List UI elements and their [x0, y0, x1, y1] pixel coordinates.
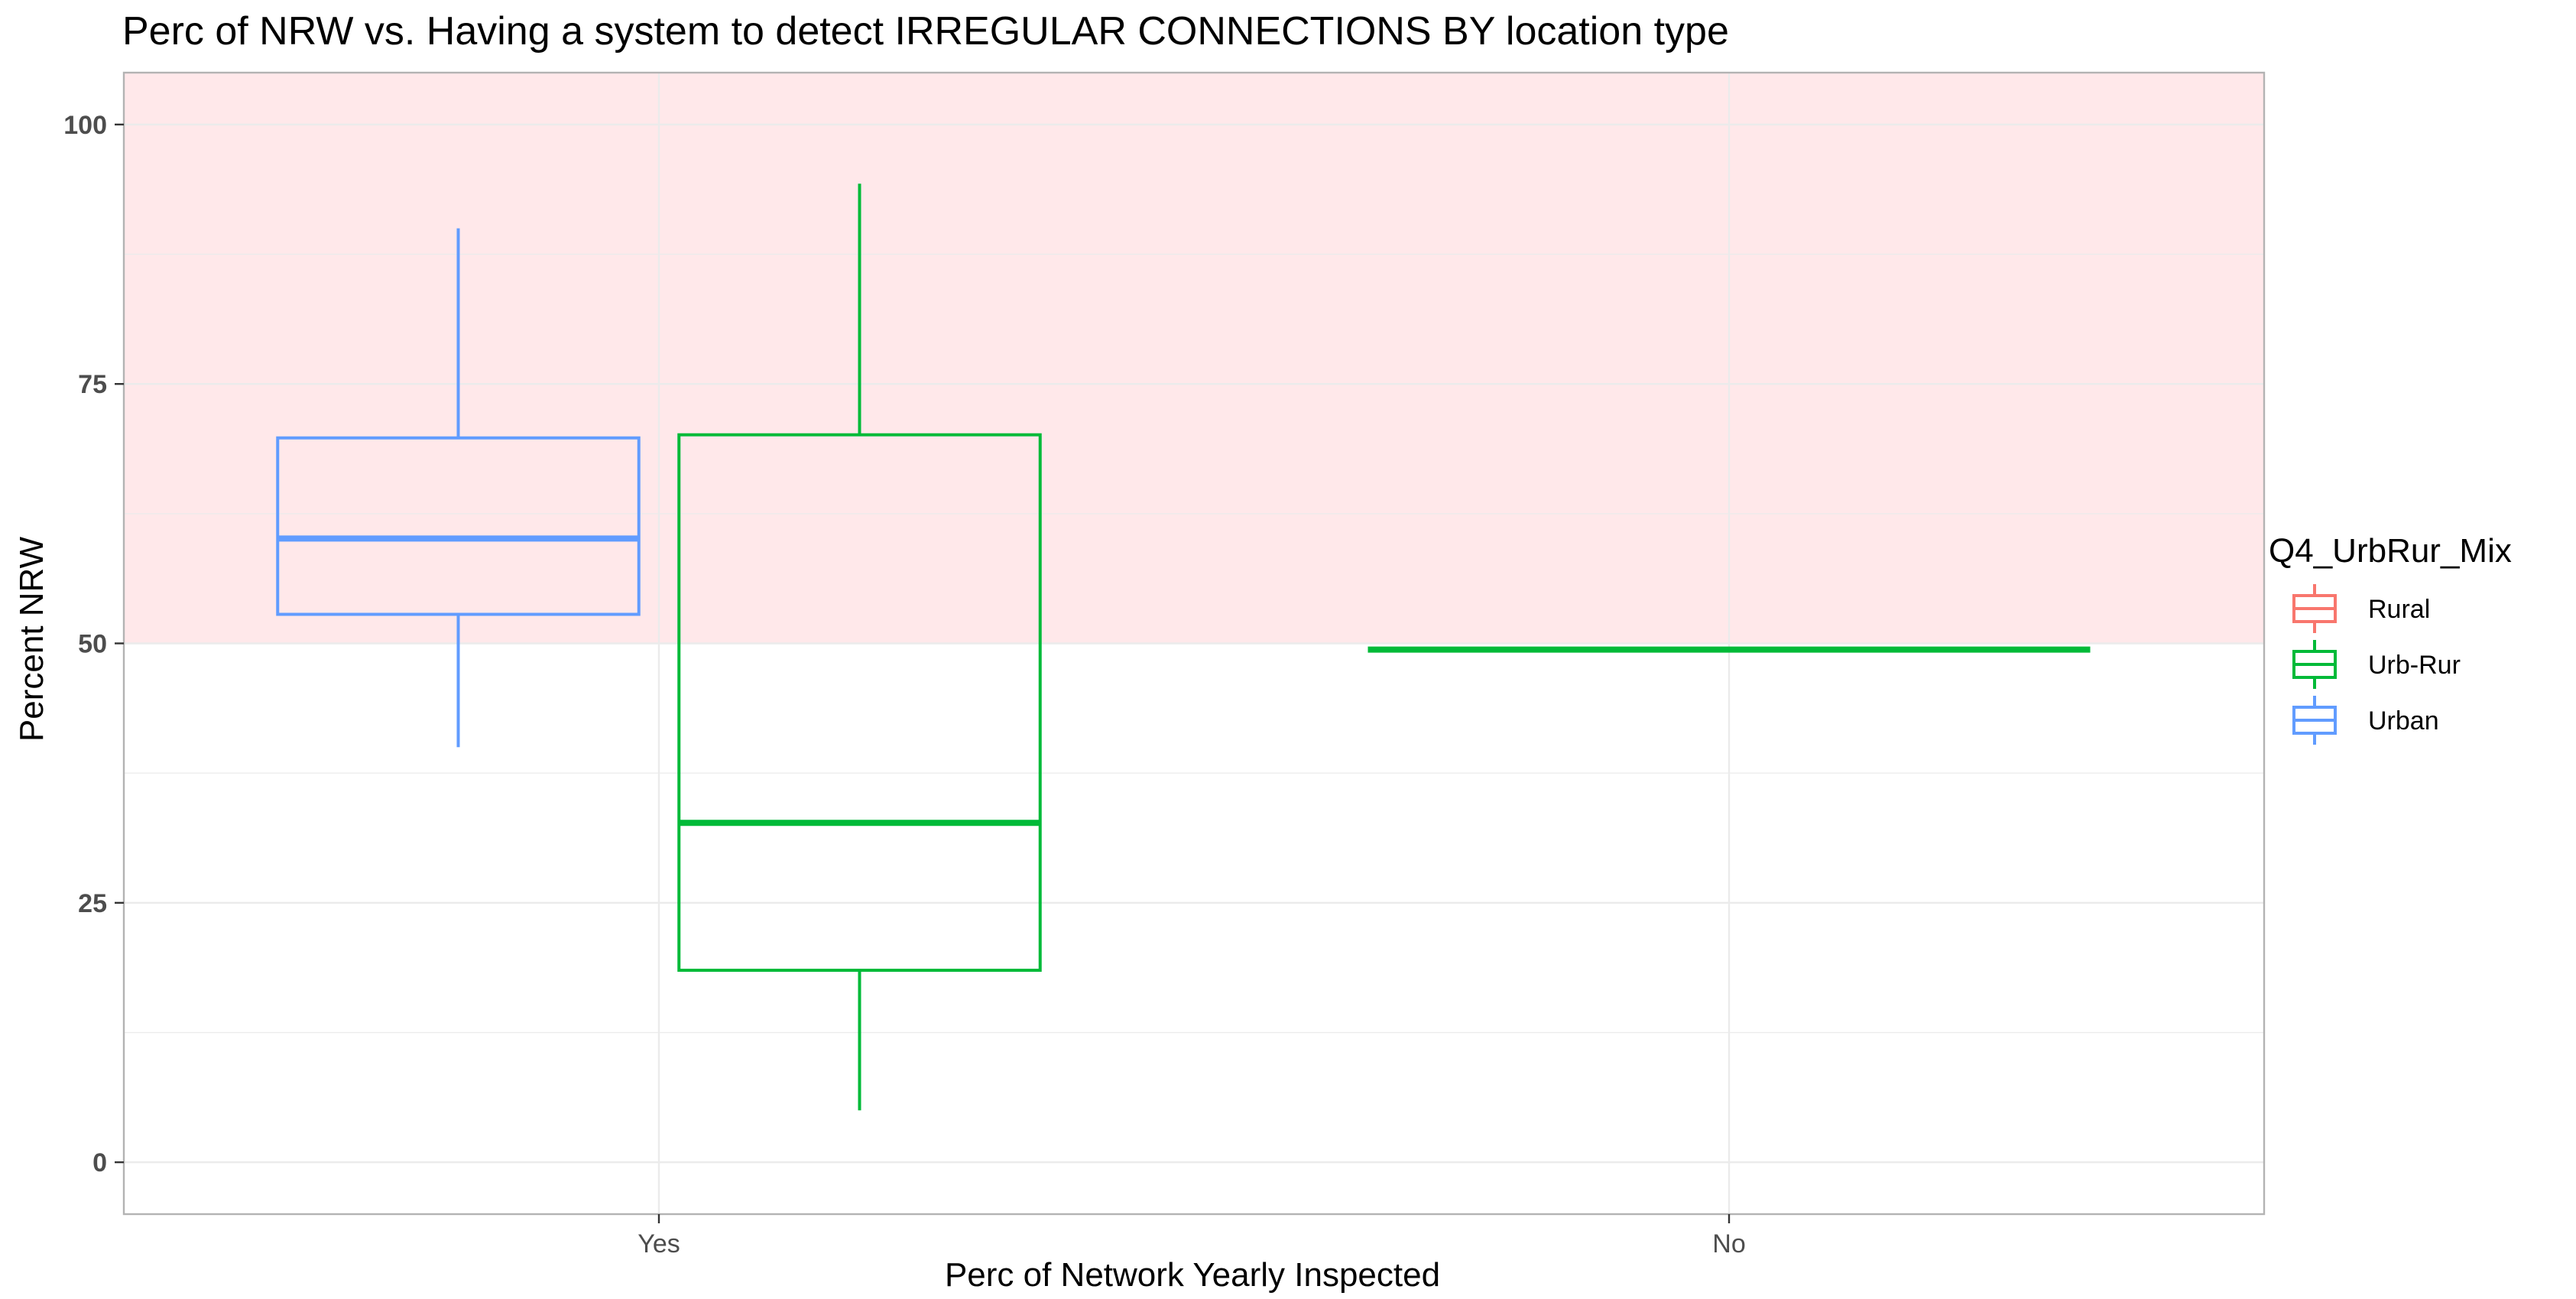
y-tick-label: 100	[63, 111, 107, 140]
legend-title: Q4_UrbRur_Mix	[2269, 532, 2512, 570]
chart-title: Perc of NRW vs. Having a system to detec…	[122, 9, 1729, 54]
y-tick-label: 25	[78, 889, 107, 918]
y-tick-label: 0	[92, 1148, 107, 1177]
legend-item-rural: Rural	[2292, 584, 2430, 633]
x-tick-label: No	[1712, 1229, 1745, 1258]
y-tick-label: 50	[78, 630, 107, 659]
boxplot-urban-yes	[276, 228, 641, 748]
box-marks	[276, 183, 2091, 1111]
grid	[124, 73, 2264, 1214]
legend-item-urb-rur: Urb-Rur	[2292, 640, 2461, 689]
legend-label: Urban	[2368, 706, 2439, 736]
boxplot-urb-rur-yes	[677, 183, 1042, 1111]
y-tick-label: 75	[78, 370, 107, 399]
axes: 0 25 50 75 100 Yes No	[63, 71, 2266, 1258]
x-axis-title: Perc of Network Yearly Inspected	[945, 1256, 1440, 1294]
legend-item-urban: Urban	[2292, 696, 2439, 745]
y-axis-title: Percent NRW	[13, 536, 50, 742]
box	[677, 433, 1042, 973]
legend-label: Rural	[2368, 595, 2430, 624]
legend: Q4_UrbRur_Mix Rural Urb-Rur Urban	[2269, 532, 2512, 745]
box	[276, 436, 641, 616]
legend-label: Urb-Rur	[2368, 651, 2461, 680]
x-tick-label: Yes	[638, 1229, 680, 1258]
plot-panel	[124, 73, 2264, 1214]
shaded-band	[124, 73, 2264, 644]
